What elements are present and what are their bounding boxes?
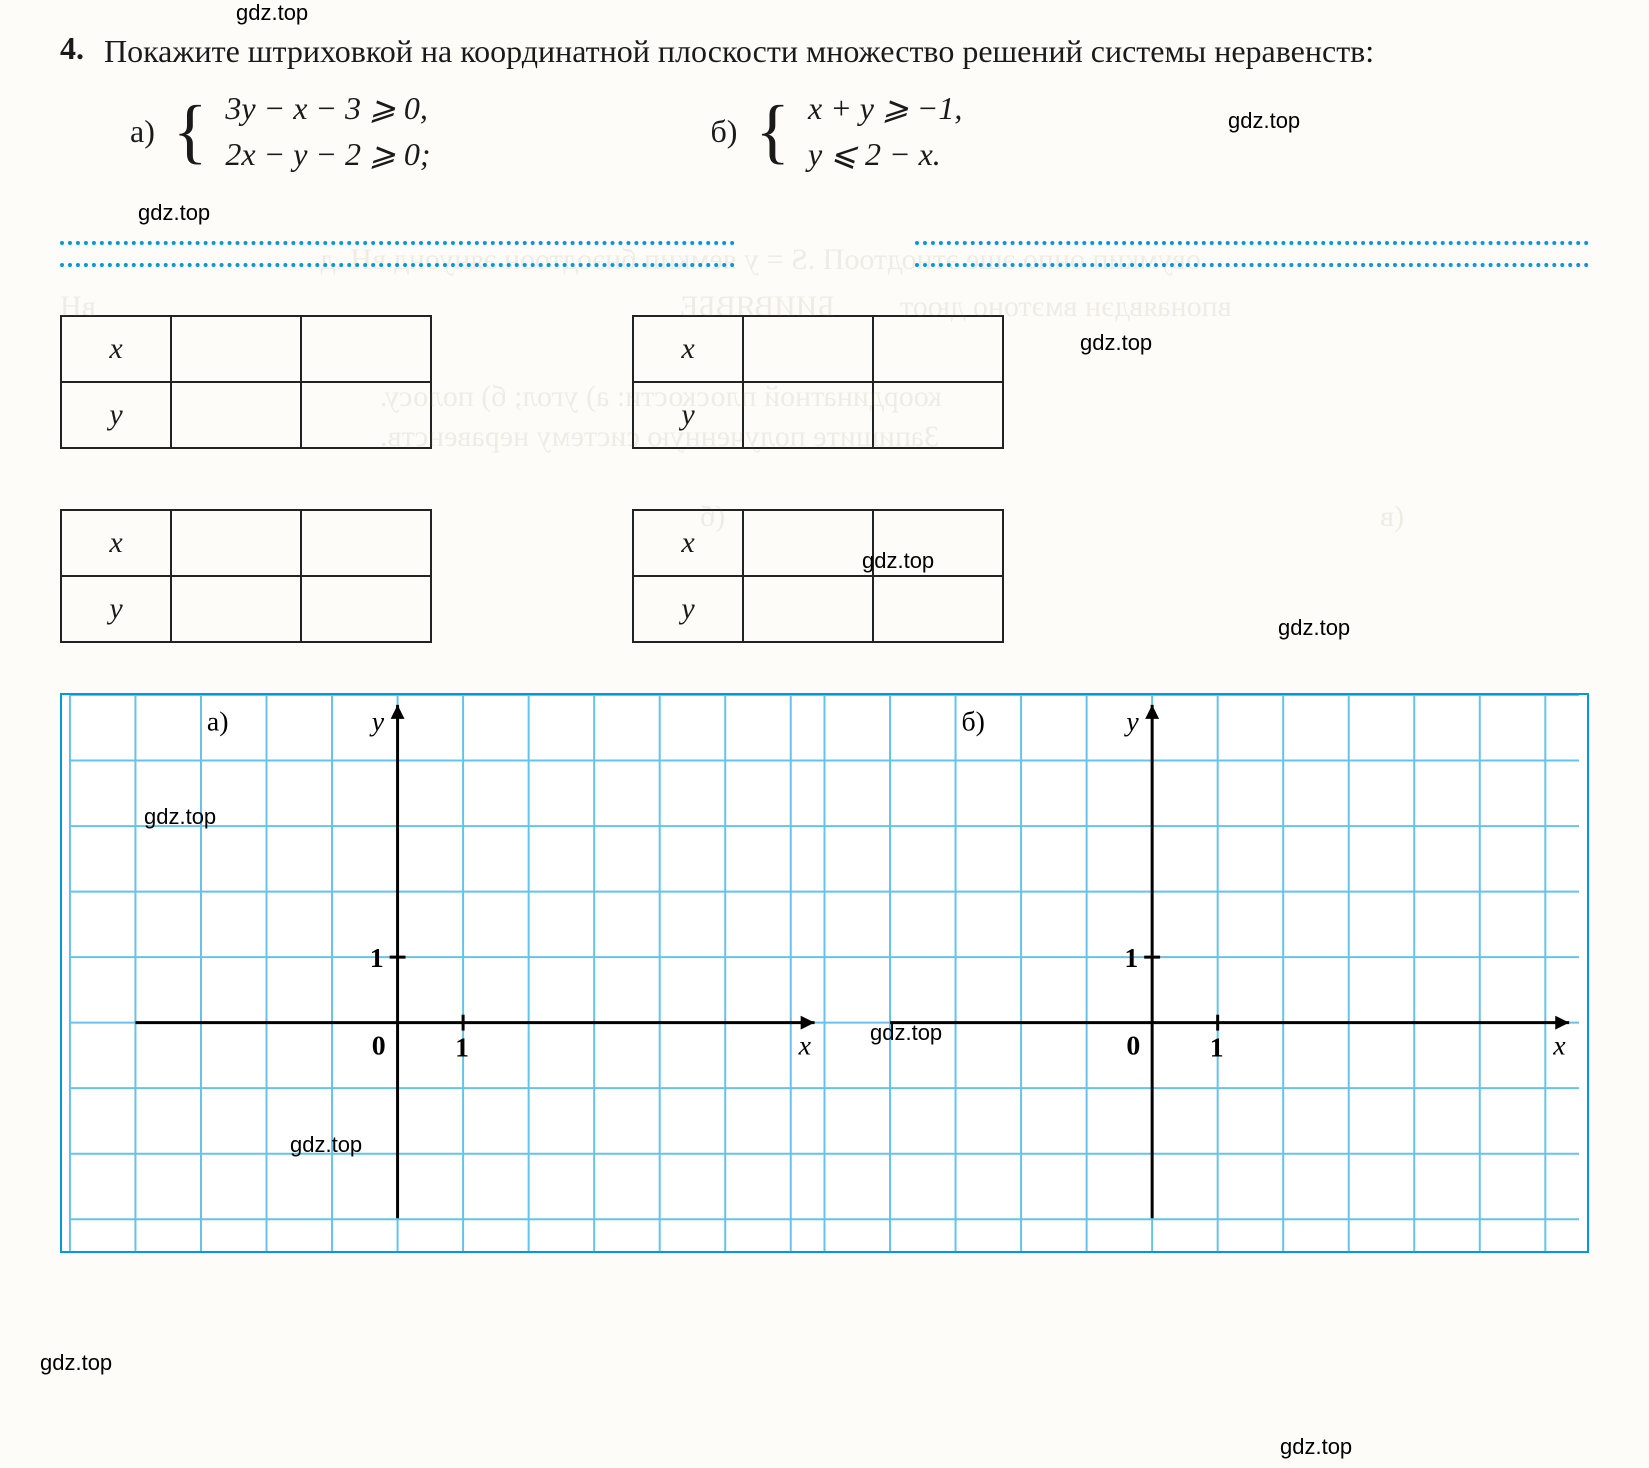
watermark: gdz.top: [862, 548, 934, 574]
watermark: gdz.top: [1278, 615, 1350, 641]
table-cell: [171, 316, 301, 382]
table-b2: x y: [632, 509, 1004, 643]
svg-text:0: 0: [1126, 1031, 1140, 1062]
table-a1: x y: [60, 315, 432, 449]
system-a: а) { 3y − x − 3 ⩾ 0, 2x − y − 2 ⩾ 0;: [130, 89, 430, 173]
table-row-x: x: [633, 316, 743, 382]
table-row-x: x: [61, 510, 171, 576]
svg-text:x: x: [1552, 1031, 1566, 1062]
table-cell: [301, 316, 431, 382]
eq-a2: 2x − y − 2 ⩾ 0;: [225, 135, 430, 173]
table-b1: x y: [632, 315, 1004, 449]
svg-text:1: 1: [1124, 943, 1138, 974]
table-cell: [743, 316, 873, 382]
coordinate-grids: y x 0 1 1 а) y x 0 1 1 б): [60, 693, 1589, 1253]
svg-text:1: 1: [1210, 1033, 1224, 1064]
watermark: gdz.top: [1228, 108, 1300, 134]
table-row-y: y: [633, 382, 743, 448]
system-b: б) { x + y ⩾ −1, y ⩽ 2 − x.: [710, 89, 962, 173]
eq-b2: y ⩽ 2 − x.: [808, 135, 962, 173]
svg-text:y: y: [369, 707, 385, 738]
part-a-label: а): [130, 113, 155, 150]
eq-b1: x + y ⩾ −1,: [808, 89, 962, 127]
table-cell: [873, 576, 1003, 642]
brace-b: {: [755, 101, 790, 162]
tables-b: x y x y: [632, 315, 1004, 643]
table-cell: [743, 576, 873, 642]
svg-text:0: 0: [372, 1031, 386, 1062]
brace-a: {: [173, 101, 208, 162]
table-row-y: y: [633, 576, 743, 642]
svg-text:y: y: [1123, 707, 1139, 738]
table-cell: [873, 382, 1003, 448]
svg-text:x: x: [798, 1031, 812, 1062]
watermark: gdz.top: [870, 1020, 942, 1046]
table-row-x: x: [633, 510, 743, 576]
table-cell: [171, 576, 301, 642]
dotted-lines: [60, 223, 1589, 285]
table-row-x: x: [61, 316, 171, 382]
watermark: gdz.top: [1080, 330, 1152, 356]
table-cell: [301, 576, 431, 642]
watermark: gdz.top: [236, 0, 308, 26]
part-b-label: б): [710, 113, 737, 150]
watermark: gdz.top: [138, 200, 210, 226]
table-cell: [743, 510, 873, 576]
watermark: gdz.top: [1280, 1434, 1352, 1460]
question-text: Покажите штриховкой на координатной плос…: [104, 30, 1589, 73]
dotted-line-a2: [60, 263, 735, 267]
table-cell: [301, 510, 431, 576]
dotted-line-b2: [915, 263, 1590, 267]
table-cell: [301, 382, 431, 448]
question-number: 4.: [60, 30, 84, 67]
question-header: 4. Покажите штриховкой на координатной п…: [60, 30, 1589, 73]
table-cell: [743, 382, 873, 448]
eq-a1: 3y − x − 3 ⩾ 0,: [225, 89, 430, 127]
tables-a: x y x y: [60, 315, 432, 643]
table-cell: [171, 510, 301, 576]
table-row-y: y: [61, 576, 171, 642]
table-a2: x y: [60, 509, 432, 643]
watermark: gdz.top: [144, 804, 216, 830]
svg-text:б): б): [962, 707, 985, 738]
svg-text:1: 1: [370, 943, 384, 974]
table-row-y: y: [61, 382, 171, 448]
watermark: gdz.top: [40, 1350, 112, 1376]
dotted-line-b1: [915, 241, 1590, 245]
dotted-line-a1: [60, 241, 735, 245]
table-cell: [873, 316, 1003, 382]
svg-text:а): а): [207, 707, 229, 738]
grid-svg: y x 0 1 1 а) y x 0 1 1 б): [62, 695, 1587, 1251]
table-cell: [171, 382, 301, 448]
watermark: gdz.top: [290, 1132, 362, 1158]
svg-text:1: 1: [455, 1033, 469, 1064]
